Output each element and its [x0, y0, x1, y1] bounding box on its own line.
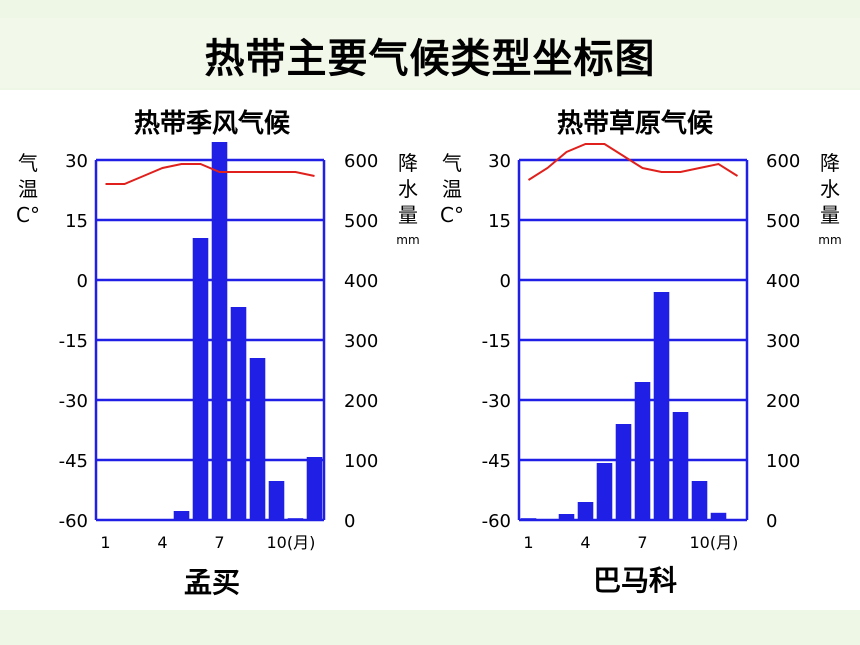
- x-tick-label: 10(月): [690, 533, 739, 552]
- precip-tick-label: 300: [766, 331, 800, 352]
- precip-tick-label: 600: [344, 151, 378, 172]
- temp-tick-label: -45: [482, 451, 511, 472]
- precip-tick-label: 0: [766, 511, 777, 532]
- temp-axis-label: 气: [442, 151, 462, 175]
- precip-tick-label: 500: [344, 211, 378, 232]
- precip-bar: [710, 512, 727, 520]
- precip-axis-label: mm: [818, 233, 841, 247]
- precip-tick-label: 600: [766, 151, 800, 172]
- precip-tick-label: 500: [766, 211, 800, 232]
- temp-axis-label: C°: [440, 203, 464, 227]
- precip-tick-label: 300: [344, 331, 378, 352]
- precip-bar: [520, 518, 537, 520]
- precip-bar: [173, 511, 190, 520]
- temp-tick-label: 15: [488, 211, 511, 232]
- temp-tick-label: -60: [59, 511, 88, 532]
- precip-bar: [306, 457, 323, 520]
- temp-axis-label: 温: [442, 177, 462, 201]
- temp-axis-label: 温: [18, 177, 38, 201]
- precip-axis-label: 降: [820, 151, 840, 175]
- precip-bar: [192, 238, 209, 520]
- temp-tick-label: -15: [59, 331, 88, 352]
- chart-title: 热带季风气候: [134, 108, 291, 139]
- precip-axis-label: mm: [396, 233, 419, 247]
- temp-tick-label: 30: [65, 151, 88, 172]
- temp-tick-label: 30: [488, 151, 511, 172]
- precip-bar: [230, 307, 247, 520]
- precip-bar: [268, 481, 285, 520]
- precip-tick-label: 100: [766, 451, 800, 472]
- precip-bar: [691, 481, 708, 520]
- precip-tick-label: 0: [344, 511, 355, 532]
- temperature-line: [527, 143, 739, 181]
- city-caption: 巴马科: [593, 564, 677, 597]
- x-tick-label: 7: [637, 533, 647, 552]
- temp-tick-label: 15: [65, 211, 88, 232]
- temp-axis-label: C°: [16, 203, 40, 227]
- x-tick-label: 4: [580, 533, 590, 552]
- precip-bar: [211, 142, 228, 520]
- precip-bar: [249, 358, 266, 520]
- temp-tick-label: 0: [77, 271, 88, 292]
- precip-bar: [634, 382, 651, 520]
- temp-tick-label: -45: [59, 451, 88, 472]
- precip-bar: [615, 424, 632, 520]
- precip-tick-label: 100: [344, 451, 378, 472]
- x-tick-label: 1: [523, 533, 533, 552]
- temp-tick-label: 0: [500, 271, 511, 292]
- x-tick-label: 7: [214, 533, 224, 552]
- temp-tick-label: -15: [482, 331, 511, 352]
- precip-axis-label: 降: [398, 151, 418, 175]
- precip-bar: [577, 502, 594, 520]
- x-tick-label: 10(月): [267, 533, 316, 552]
- temp-tick-label: -30: [59, 391, 88, 412]
- precip-bar: [672, 412, 689, 520]
- x-tick-label: 1: [100, 533, 110, 552]
- x-tick-label: 4: [157, 533, 167, 552]
- temp-tick-label: -60: [482, 511, 511, 532]
- precip-tick-label: 400: [766, 271, 800, 292]
- chart-title: 热带草原气候: [557, 108, 714, 139]
- city-caption: 孟买: [184, 566, 240, 599]
- temp-axis-label: 气: [18, 151, 38, 175]
- precip-axis-label: 量: [820, 203, 840, 227]
- precip-tick-label: 200: [344, 391, 378, 412]
- precip-axis-label: 量: [398, 203, 418, 227]
- precip-axis-label: 水: [398, 177, 418, 201]
- temperature-line: [105, 163, 315, 185]
- precip-tick-label: 200: [766, 391, 800, 412]
- title-band: [0, 18, 860, 88]
- temp-tick-label: -30: [482, 391, 511, 412]
- precip-axis-label: 水: [820, 177, 840, 201]
- precip-bar: [558, 514, 575, 520]
- precip-tick-label: 400: [344, 271, 378, 292]
- precip-bar: [596, 463, 613, 520]
- page-title: 热带主要气候类型坐标图: [204, 35, 656, 82]
- precip-bar: [287, 518, 304, 520]
- precip-bar: [653, 292, 670, 520]
